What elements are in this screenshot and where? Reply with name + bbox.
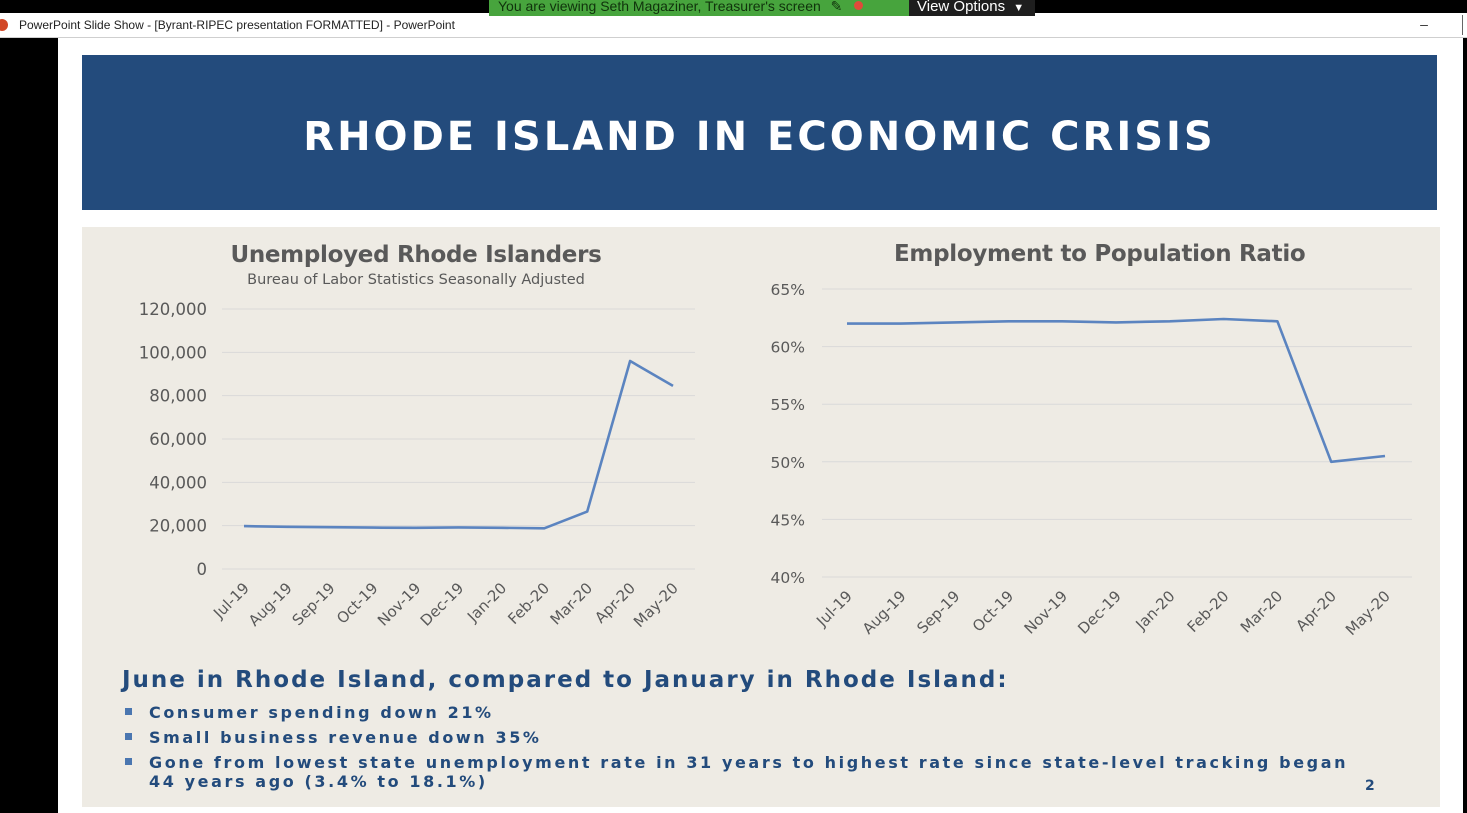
y-tick-label: 60,000 — [149, 430, 207, 449]
record-icon[interactable] — [854, 1, 864, 10]
window-edge — [1462, 15, 1463, 35]
y-tick-label: 120,000 — [139, 300, 207, 319]
slide[interactable]: RHODE ISLAND IN ECONOMIC CRISIS Unemploy… — [58, 38, 1463, 813]
x-tick-label: Jan-20 — [1132, 587, 1179, 634]
y-tick-label: 55% — [771, 396, 805, 414]
x-tick-label: Mar-20 — [1237, 587, 1286, 636]
slide-header: RHODE ISLAND IN ECONOMIC CRISIS — [82, 55, 1437, 210]
x-tick-label: Dec-19 — [1074, 587, 1125, 638]
powerpoint-icon — [0, 19, 8, 31]
minimize-button[interactable]: – — [1420, 16, 1428, 32]
slide-title: RHODE ISLAND IN ECONOMIC CRISIS — [303, 114, 1216, 160]
y-tick-label: 40% — [771, 569, 805, 587]
chevron-down-icon: ▼ — [1013, 2, 1025, 14]
x-tick-label: Feb-20 — [1184, 587, 1233, 636]
bullet-item: Consumer spending down 21% — [122, 703, 1362, 722]
y-tick-label: 100,000 — [139, 343, 207, 362]
summary-heading: June in Rhode Island, compared to Januar… — [122, 667, 1009, 693]
employment-ratio-chart: 40% 45% 50% 55% 60% 65% Jul-19 Aug-19 Sep-19 Oct-… — [771, 281, 1412, 639]
unemployed-chart: 020,00040,00060,00080,000100,000120,000J… — [139, 300, 695, 631]
bullet-icon — [125, 708, 132, 715]
y-tick-label: 45% — [771, 511, 805, 529]
view-options-label: View Options — [917, 0, 1006, 15]
window-title-bar: PowerPoint Slide Show - [Byrant-RIPEC pr… — [0, 13, 1467, 38]
x-tick-label: Oct-19 — [969, 587, 1017, 635]
y-tick-label: 60% — [771, 339, 805, 357]
bullet-text: Small business revenue down 35% — [149, 728, 542, 747]
content-panel: Unemployed Rhode Islanders Bureau of Lab… — [82, 227, 1440, 807]
x-tick-label: Aug-19 — [859, 587, 910, 638]
bullet-item: Small business revenue down 35% — [122, 728, 1362, 747]
y-tick-label: 20,000 — [149, 517, 207, 536]
y-tick-label: 0 — [197, 560, 208, 579]
chart-title-unemployed: Unemployed Rhode Islanders — [230, 242, 602, 268]
x-tick-label: May-20 — [1342, 587, 1394, 639]
share-message-text: You are viewing Seth Magaziner, Treasure… — [498, 0, 821, 14]
window-title: PowerPoint Slide Show - [Byrant-RIPEC pr… — [19, 18, 455, 32]
chart-title-employment-ratio: Employment to Population Ratio — [894, 241, 1306, 267]
bullet-icon — [125, 758, 132, 765]
series-line-1 — [847, 317, 1386, 464]
x-tick-label: Nov-19 — [1021, 587, 1071, 637]
y-tick-label: 50% — [771, 454, 805, 472]
pin-icon[interactable]: ✎ — [830, 0, 843, 14]
bullet-text: Consumer spending down 21% — [149, 703, 494, 722]
chart-subtitle-unemployed: Bureau of Labor Statistics Seasonally Ad… — [247, 272, 585, 288]
summary-bullets: Consumer spending down 21% Small busines… — [122, 703, 1362, 797]
view-options-button[interactable]: View Options ▼ — [909, 0, 1035, 16]
screen-share-banner: You are viewing Seth Magaziner, Treasure… — [489, 0, 1035, 16]
bullet-text: Gone from lowest state unemployment rate… — [149, 753, 1349, 791]
x-tick-label: Apr-20 — [1292, 587, 1340, 635]
x-tick-label: Jul-19 — [812, 587, 856, 631]
slide-number: 2 — [1365, 778, 1375, 794]
x-tick-label: Sep-19 — [913, 587, 963, 637]
bullet-item: Gone from lowest state unemployment rate… — [122, 753, 1362, 791]
y-tick-label: 40,000 — [149, 473, 207, 492]
y-tick-label: 65% — [771, 281, 805, 299]
y-tick-label: 80,000 — [149, 387, 207, 406]
share-message: You are viewing Seth Magaziner, Treasure… — [489, 0, 909, 16]
bullet-icon — [125, 733, 132, 740]
